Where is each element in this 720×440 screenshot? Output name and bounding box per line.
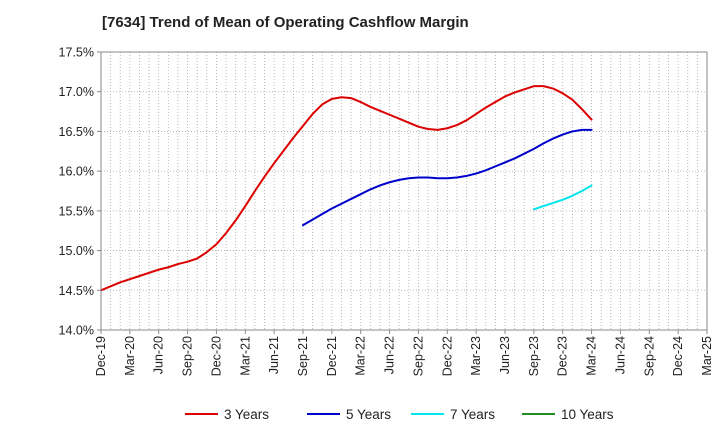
x-tick-label: Sep-24: [642, 336, 656, 376]
plot-frame: [100, 51, 708, 331]
x-tick-label: Sep-22: [411, 336, 425, 376]
x-tick-label: Jun-21: [267, 336, 281, 374]
x-tick-label: Jun-20: [152, 336, 166, 374]
x-tick-label: Sep-20: [181, 336, 195, 376]
y-tick-label: 17.0%: [59, 85, 94, 99]
legend-label: 7 Years: [450, 407, 495, 422]
x-tick-label: Mar-25: [700, 336, 714, 376]
y-tick-label: 16.5%: [59, 125, 94, 139]
legend-label: 5 Years: [346, 407, 391, 422]
series-line: [532, 184, 593, 211]
x-tick-label: Dec-22: [440, 336, 454, 376]
series-layer: [100, 85, 593, 292]
x-tick-label: Sep-23: [527, 336, 541, 376]
x-tick-label: Mar-22: [354, 336, 368, 376]
x-tick-label: Jun-23: [498, 336, 512, 374]
grid-layer: [100, 51, 708, 331]
y-axis: 14.0% 14.5% 15.0% 15.5% 16.0% 16.5% 17.0% 17.5%: [59, 46, 101, 338]
y-tick-label: 14.5%: [59, 284, 94, 298]
x-tick-label: Dec-20: [209, 336, 223, 376]
x-tick-label: Mar-24: [585, 336, 599, 376]
legend: 3 Years 5 Years 7 Years 10 Years: [185, 407, 614, 422]
series-line: [302, 128, 593, 227]
x-tick-label: Dec-21: [325, 336, 339, 376]
x-tick-label: Jun-24: [613, 336, 627, 374]
y-tick-label: 16.0%: [59, 165, 94, 179]
x-tick-label: Dec-19: [94, 336, 108, 376]
y-tick-label: 15.5%: [59, 204, 94, 218]
legend-label: 3 Years: [224, 407, 269, 422]
x-tick-label: Mar-21: [238, 336, 252, 376]
series-line: [100, 85, 593, 292]
x-tick-label: Jun-22: [383, 336, 397, 374]
chart-title: [7634] Trend of Mean of Operating Cashfl…: [102, 14, 469, 31]
x-tick-label: Dec-24: [671, 336, 685, 376]
legend-label: 10 Years: [561, 407, 614, 422]
y-tick-label: 14.0%: [59, 324, 94, 338]
x-tick-label: Dec-23: [556, 336, 570, 376]
x-tick-label: Sep-21: [296, 336, 310, 376]
x-tick-label: Mar-23: [469, 336, 483, 376]
y-tick-label: 17.5%: [59, 46, 94, 60]
y-tick-label: 15.0%: [59, 244, 94, 258]
x-tick-label: Mar-20: [123, 336, 137, 376]
x-axis: Dec-19 Mar-20 Jun-20 Sep-20 Dec-20 Mar-21 Jun-…: [94, 330, 714, 376]
